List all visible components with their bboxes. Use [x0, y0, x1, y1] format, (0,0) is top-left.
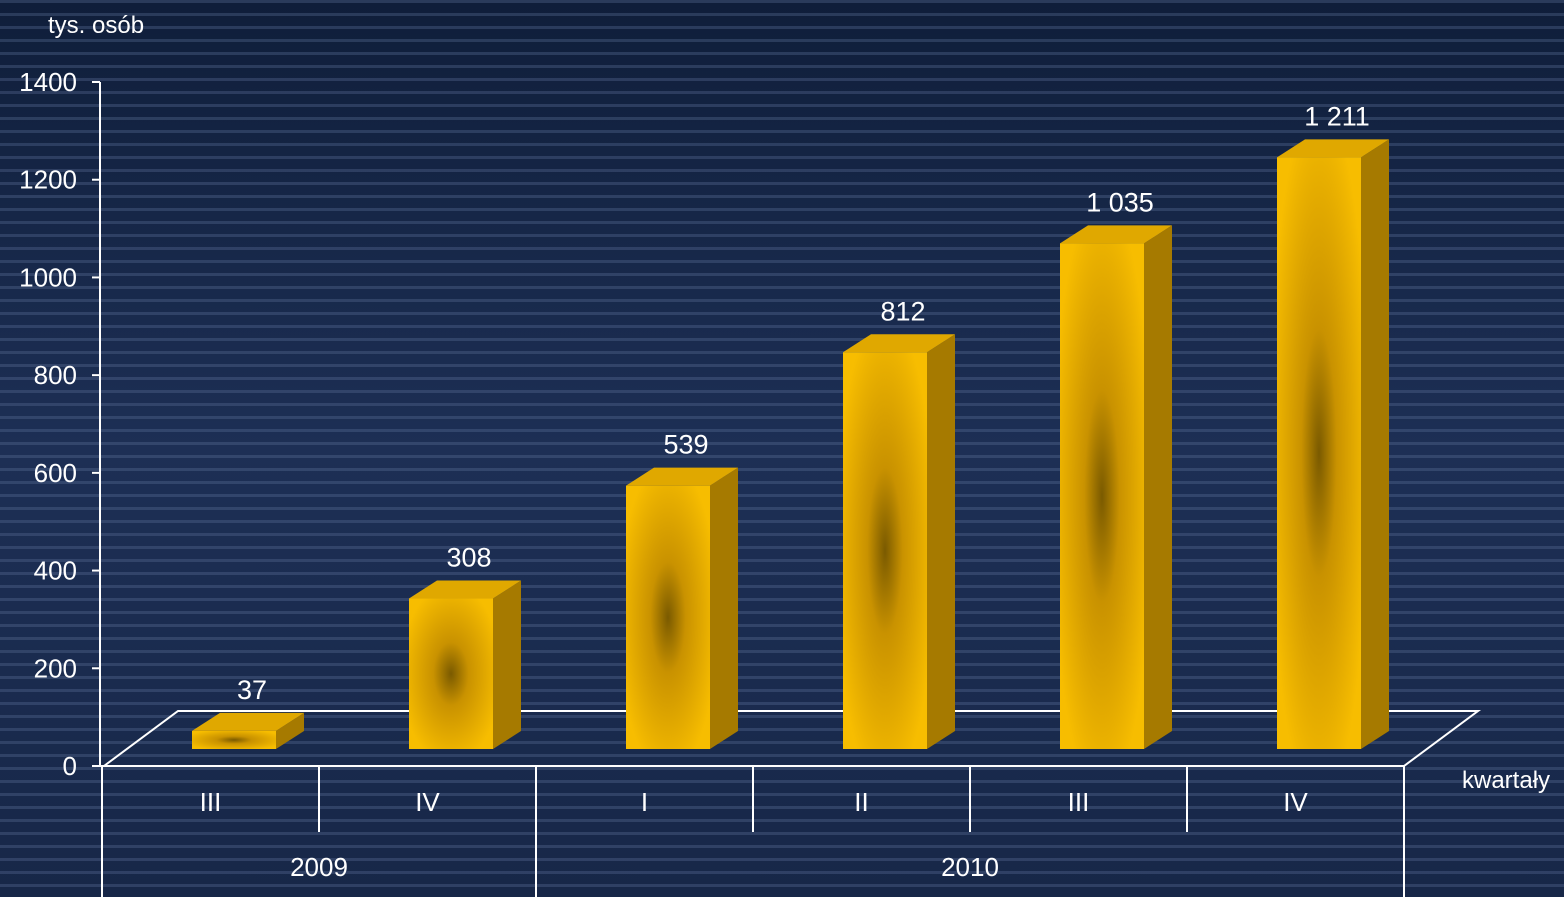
y-tick-label: 1000 [19, 262, 77, 292]
bar-side [276, 712, 304, 749]
value-label: 1 035 [1086, 187, 1154, 217]
bar-front [409, 598, 493, 749]
bar-side [1361, 139, 1389, 750]
bar [843, 334, 955, 749]
y-tick-label: 1200 [19, 165, 77, 195]
bar-side [710, 467, 738, 749]
bar-front [192, 730, 276, 749]
bar-top [1277, 139, 1389, 158]
bar-top [409, 580, 521, 599]
value-label: 539 [663, 430, 708, 460]
bar [1277, 139, 1389, 750]
bar-side [1144, 225, 1172, 750]
y-tick-label: 400 [34, 556, 77, 586]
group-label: 2010 [941, 852, 999, 882]
x-tick-label: II [854, 787, 868, 817]
y-tick-label: 800 [34, 360, 77, 390]
x-tick-label: IV [415, 787, 440, 817]
bar-front [843, 352, 927, 749]
x-tick-label: III [200, 787, 222, 817]
axes: 0 200 400 600 800 1000 1200 1400 [19, 67, 101, 781]
y-unit-label: tys. osób [48, 12, 144, 39]
bars [192, 139, 1389, 750]
value-label: 308 [446, 543, 491, 573]
bar-front [1277, 157, 1361, 750]
x-axis-label: kwartały [1462, 767, 1550, 794]
x-tick-label: III [1068, 787, 1090, 817]
bar [1060, 225, 1172, 750]
bar [626, 467, 738, 749]
bar [409, 580, 521, 749]
y-tick-label: 0 [63, 751, 77, 781]
bar-side [927, 334, 955, 749]
value-label: 812 [880, 296, 925, 326]
bar-top [192, 712, 304, 731]
y-tick-label: 1400 [19, 67, 77, 97]
bar-front [626, 485, 710, 749]
x-tick-label: IV [1283, 787, 1308, 817]
value-labels: 37 308 539 812 1 035 1 211 [237, 101, 1370, 705]
bar-top [626, 467, 738, 486]
value-label: 37 [237, 675, 267, 705]
bar-top [1060, 225, 1172, 244]
group-label: 2009 [290, 852, 348, 882]
bar-front [1060, 243, 1144, 750]
y-tick-label: 600 [34, 458, 77, 488]
y-tick-label: 200 [34, 653, 77, 683]
x-tick-label: I [641, 787, 648, 817]
bar-side [493, 580, 521, 749]
bar-top [843, 334, 955, 353]
value-label: 1 211 [1304, 101, 1370, 131]
bar [192, 712, 304, 749]
